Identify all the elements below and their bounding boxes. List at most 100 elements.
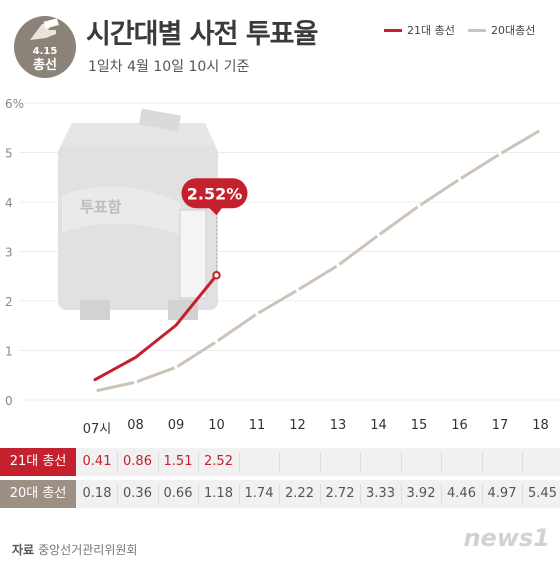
x-tick-label: 10 — [208, 418, 225, 433]
y-tick-label: 2 — [5, 295, 13, 309]
table-separator — [198, 484, 200, 504]
table-separator — [157, 452, 159, 472]
table-separator — [117, 452, 119, 472]
table-row-21: 21대 총선 0.41 0.86 1.51 2.52 — [0, 448, 560, 476]
table-cell-20: 2.72 — [325, 486, 355, 501]
x-tick-label: 13 — [329, 418, 347, 433]
news1-logo: news1 — [463, 524, 550, 552]
x-tick-label: 08 — [127, 418, 144, 433]
legend-item-21: 21대 총선 — [384, 22, 455, 38]
value-callout: 2.52% — [181, 178, 248, 216]
legend-label-21: 21대 총선 — [407, 24, 455, 37]
callout-pointer — [208, 207, 223, 216]
data-point-20 — [133, 380, 138, 384]
ballot-box-label: 투표함 — [80, 198, 122, 216]
table-cell-21: 0.41 — [82, 454, 112, 469]
table-cell-20: 0.36 — [123, 486, 152, 501]
legend-swatch-20 — [468, 28, 486, 32]
series-line-21 — [93, 273, 218, 382]
source-label: 자료 — [12, 543, 35, 557]
data-point-20 — [376, 233, 381, 237]
table-separator — [238, 452, 240, 472]
chart-title: 시간대별 사전 투표율 — [86, 19, 318, 50]
table-separator — [279, 484, 281, 504]
table-cell-20: 0.18 — [82, 486, 112, 501]
x-tick-label: 09 — [167, 418, 185, 433]
table-separator — [198, 452, 200, 472]
data-point-20 — [457, 177, 462, 182]
table-separator — [279, 452, 281, 472]
line-chart: 6% 5 4 3 2 1 0 투표함 2.52% — [5, 97, 560, 408]
legend-item-20: 20대총선 — [468, 22, 535, 38]
table-separator — [117, 484, 119, 504]
table-separator — [522, 484, 524, 504]
y-tick-label: 0 — [5, 394, 13, 408]
table-cell-20: 3.33 — [366, 486, 395, 501]
table-separator — [522, 452, 524, 472]
y-tick-label: 5 — [5, 147, 13, 161]
table-cell-21: 1.51 — [163, 454, 193, 469]
table-row-label-20: 20대 총선 — [0, 480, 76, 508]
data-point-20 — [498, 152, 502, 156]
series-line-20 — [93, 128, 542, 393]
x-tick-label: 14 — [370, 418, 387, 433]
legend-label-20: 20대총선 — [491, 24, 536, 37]
y-tick-label: 6% — [5, 97, 24, 111]
table-cell-20: 4.97 — [487, 486, 517, 501]
table-cell-20: 4.46 — [447, 486, 476, 501]
data-point-20 — [214, 339, 219, 344]
table-cell-20: 5.45 — [528, 486, 557, 501]
table-separator — [481, 452, 483, 472]
table-separator — [319, 484, 321, 504]
data-point-20 — [295, 288, 300, 292]
data-point-21-last — [212, 271, 221, 280]
table-cell-20: 1.18 — [204, 486, 233, 501]
y-tick-label: 4 — [5, 196, 13, 210]
ballot-box-icon: 투표함 — [58, 108, 218, 320]
source-note: 자료 중앙선거관리위원회 — [12, 541, 137, 558]
table-row-label-21: 21대 총선 — [0, 448, 76, 476]
table-cell-20: 3.92 — [406, 486, 436, 501]
x-tick-label: 12 — [289, 418, 306, 433]
source-text: 중앙선거관리위원회 — [38, 543, 138, 557]
election-badge: 4.15 총선 — [14, 16, 76, 78]
table-separator — [441, 452, 443, 472]
data-point-20 — [255, 312, 259, 316]
table-cell-20: 1.74 — [244, 486, 274, 501]
table-cell-20: 2.22 — [285, 486, 314, 501]
table-separator — [319, 452, 321, 472]
data-point-20 — [174, 365, 178, 370]
data-point-20 — [538, 128, 543, 133]
table-cell-21: 2.52 — [204, 454, 233, 469]
x-tick-label: 11 — [248, 418, 266, 433]
table-separator — [481, 484, 483, 504]
table-separator — [400, 452, 402, 472]
y-tick-label: 1 — [5, 345, 13, 359]
x-tick-label: 15 — [410, 418, 428, 433]
chart-subtitle: 1일차 4월 10일 10시 기준 — [88, 59, 250, 75]
x-tick-label: 18 — [532, 418, 549, 433]
x-axis-labels: 07시 08 09 10 11 12 13 14 15 16 17 18 — [0, 418, 560, 438]
table-separator — [360, 484, 362, 504]
data-point-20 — [417, 204, 421, 208]
legend-swatch-21 — [384, 28, 402, 32]
table-separator — [238, 484, 240, 504]
x-tick-label: 07시 — [82, 422, 112, 437]
data-point-20 — [93, 389, 97, 393]
y-tick-label: 3 — [5, 246, 13, 260]
table-separator — [360, 452, 362, 472]
table-cell-20: 0.66 — [163, 486, 193, 501]
callout-bubble — [181, 178, 248, 209]
callout-value: 2.52% — [187, 184, 243, 203]
chart-lines — [93, 128, 543, 393]
table-separator — [400, 484, 402, 504]
table-cell-21: 0.86 — [123, 454, 152, 469]
badge-label: 총선 — [33, 58, 57, 73]
badge-date: 4.15 — [32, 46, 58, 57]
table-row-20: 20대 총선 0.18 0.36 0.66 1.18 1.74 2.22 2.72 3.33 3… — [0, 480, 560, 508]
x-tick-label: 17 — [491, 418, 509, 433]
table-separator — [441, 484, 443, 504]
table-separator — [157, 484, 159, 504]
voting-hand-icon — [30, 18, 59, 40]
data-point-20 — [336, 263, 340, 268]
